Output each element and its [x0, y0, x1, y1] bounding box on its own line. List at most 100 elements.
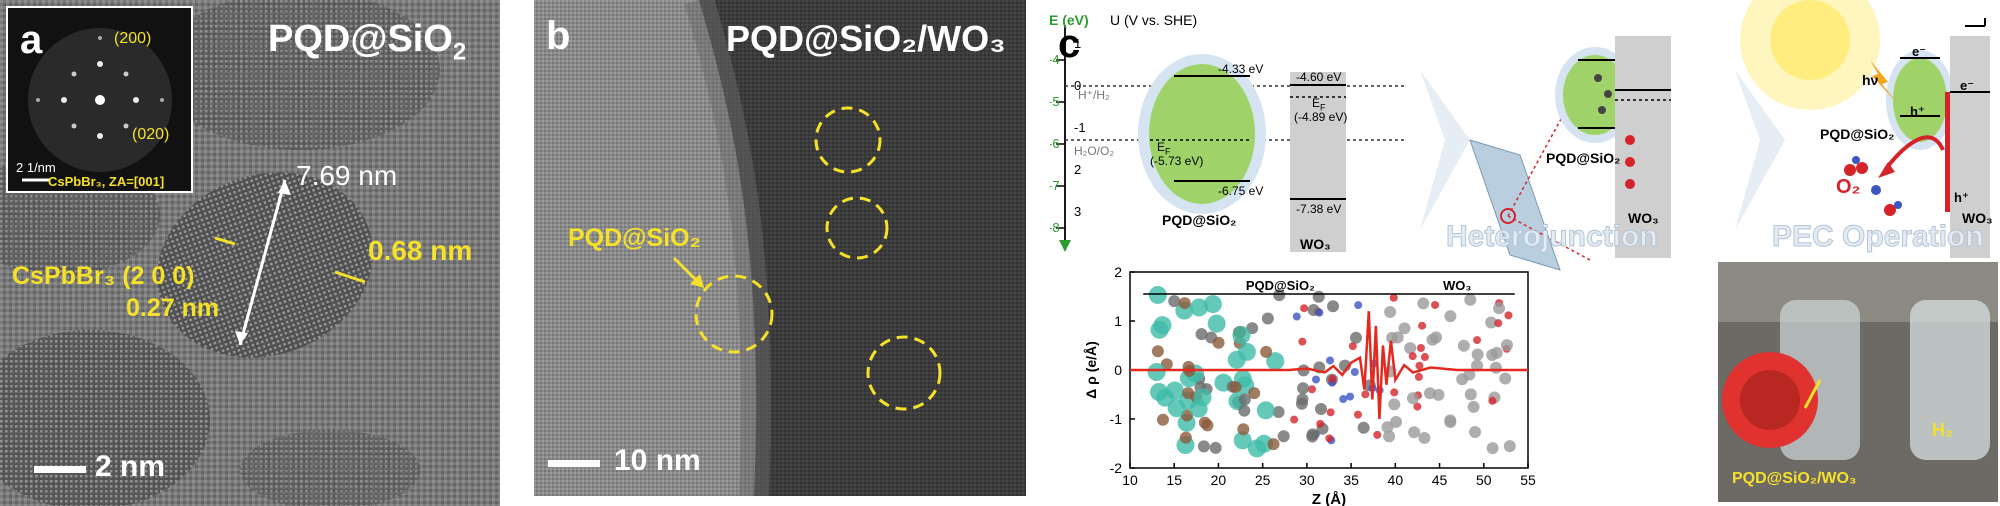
qd-arrow [672, 256, 700, 284]
pqd-cb-label: -4.33 eV [1218, 62, 1264, 76]
hetero-title: Heterojunction [1446, 220, 1659, 254]
structure-atom [1467, 400, 1480, 413]
structure-atom [1486, 349, 1499, 362]
structure-atom [1315, 402, 1328, 415]
panel-c-letter: c [1058, 22, 1081, 66]
u-tick-2: -1 [1074, 120, 1086, 135]
structure-atom [1426, 333, 1439, 346]
structure-atom [1247, 439, 1266, 458]
x-tick-label: 25 [1255, 472, 1271, 488]
structure-atom [1178, 297, 1191, 310]
structure-atom [1311, 375, 1320, 384]
structure-atom [1488, 396, 1497, 405]
fft-scale-label: 2 1/nm [16, 160, 56, 175]
structure-atom [1489, 361, 1502, 374]
structure-atom [1229, 381, 1242, 394]
qd-circle-1 [694, 274, 774, 354]
pqd-ef-value: (-5.73 eV) [1150, 154, 1204, 168]
structure-atom [1201, 419, 1214, 432]
structure-atom [1327, 300, 1340, 313]
pqd-ef-e: E [1157, 140, 1166, 154]
structure-atom [1416, 344, 1425, 353]
qd-circle-4 [866, 335, 942, 411]
tem-image-b [534, 0, 1026, 496]
structure-atom [1413, 402, 1422, 411]
u-tick-0: 1 [1074, 36, 1082, 51]
structure-atom [1195, 328, 1208, 341]
scalebar-b-label: 10 nm [614, 444, 701, 477]
structure-atom [1485, 316, 1498, 329]
structure-atom [1266, 352, 1285, 371]
structure-atom [1297, 382, 1310, 395]
fft-pattern [22, 28, 172, 182]
spacing-right-label: 0.68 nm [368, 235, 473, 266]
size-label: 7.69 nm [296, 160, 398, 191]
structure-atom [1296, 393, 1309, 406]
structure-atom [1357, 421, 1370, 434]
structure-atom [1277, 430, 1290, 443]
structure-atom [1464, 293, 1477, 306]
structure-atom [1404, 342, 1417, 355]
structure-atom [1444, 414, 1457, 427]
structure-atom [1408, 426, 1421, 439]
x-tick-label: 45 [1432, 472, 1448, 488]
wo3-cb-label: -4.60 eV [1296, 70, 1342, 84]
structure-atom [1471, 348, 1484, 361]
structure-atom [1339, 395, 1348, 404]
structure-atom [1499, 372, 1512, 385]
panel-b-letter: b [546, 14, 571, 58]
structure-atom [1325, 434, 1334, 443]
structure-atom [1227, 350, 1246, 369]
structure-atom [1384, 306, 1397, 319]
structure-atom [1500, 339, 1513, 352]
structure-atom [1390, 388, 1399, 397]
structure-atom [1346, 392, 1355, 401]
structure-atom [1315, 308, 1324, 317]
structure-atom [1190, 298, 1209, 317]
structure-atom [1398, 322, 1411, 335]
structure-atom [1464, 388, 1477, 401]
structure-atom [1420, 353, 1429, 362]
structure-atom [1168, 295, 1181, 308]
structure-atom [1406, 392, 1419, 405]
structure-atom [1256, 401, 1275, 420]
structure-atom [1233, 431, 1252, 450]
panel-a-letter: a [20, 18, 43, 62]
structure-atom [1197, 440, 1210, 453]
structure-atom [1473, 336, 1482, 345]
panel-b-title: PQD@SiO₂/WO₃ [726, 18, 1006, 59]
structure-atom [1207, 314, 1226, 333]
y-tick-label: -2 [1110, 460, 1123, 476]
region-label-pqd: PQD@SiO₂ [1246, 278, 1315, 293]
wo3-vb-label: -7.38 eV [1296, 202, 1342, 216]
pqd-vb-label: -6.75 eV [1218, 184, 1264, 198]
structure-atom [1383, 430, 1396, 443]
structure-atom [1167, 399, 1186, 418]
structure-atom [1300, 304, 1309, 313]
y-tick-label: -1 [1110, 411, 1123, 427]
structure-atom [1373, 430, 1382, 439]
plane-label: CsPbBr₃ (2 0 0) [12, 262, 195, 290]
x-tick-label: 50 [1476, 472, 1492, 488]
fft-label-020: (020) [132, 126, 170, 143]
y-tick-label: 2 [1114, 264, 1122, 280]
e-tick-4: -8 [1050, 220, 1060, 235]
u-tick-3: 2 [1074, 162, 1082, 177]
structure-atom [1203, 295, 1222, 314]
panel-a-title: PQD@SiO2 [268, 18, 466, 67]
structure-atom [1354, 301, 1363, 310]
e-tick-0: -4 [1050, 52, 1060, 67]
structure-atom [1153, 316, 1172, 335]
qd-circle-2 [814, 106, 882, 174]
structure-atom [1444, 310, 1457, 323]
x-tick-label: 30 [1299, 472, 1315, 488]
charge-density-line [1130, 311, 1528, 420]
panel-b-qd-label: PQD@SiO₂ [568, 224, 701, 252]
structure-atom [1457, 339, 1470, 352]
x-tick-label: 20 [1211, 472, 1227, 488]
scalebar-b [548, 460, 600, 467]
structure-atom [1238, 393, 1251, 406]
u-tick-4: 3 [1074, 204, 1082, 219]
structure-atom [1260, 345, 1273, 358]
